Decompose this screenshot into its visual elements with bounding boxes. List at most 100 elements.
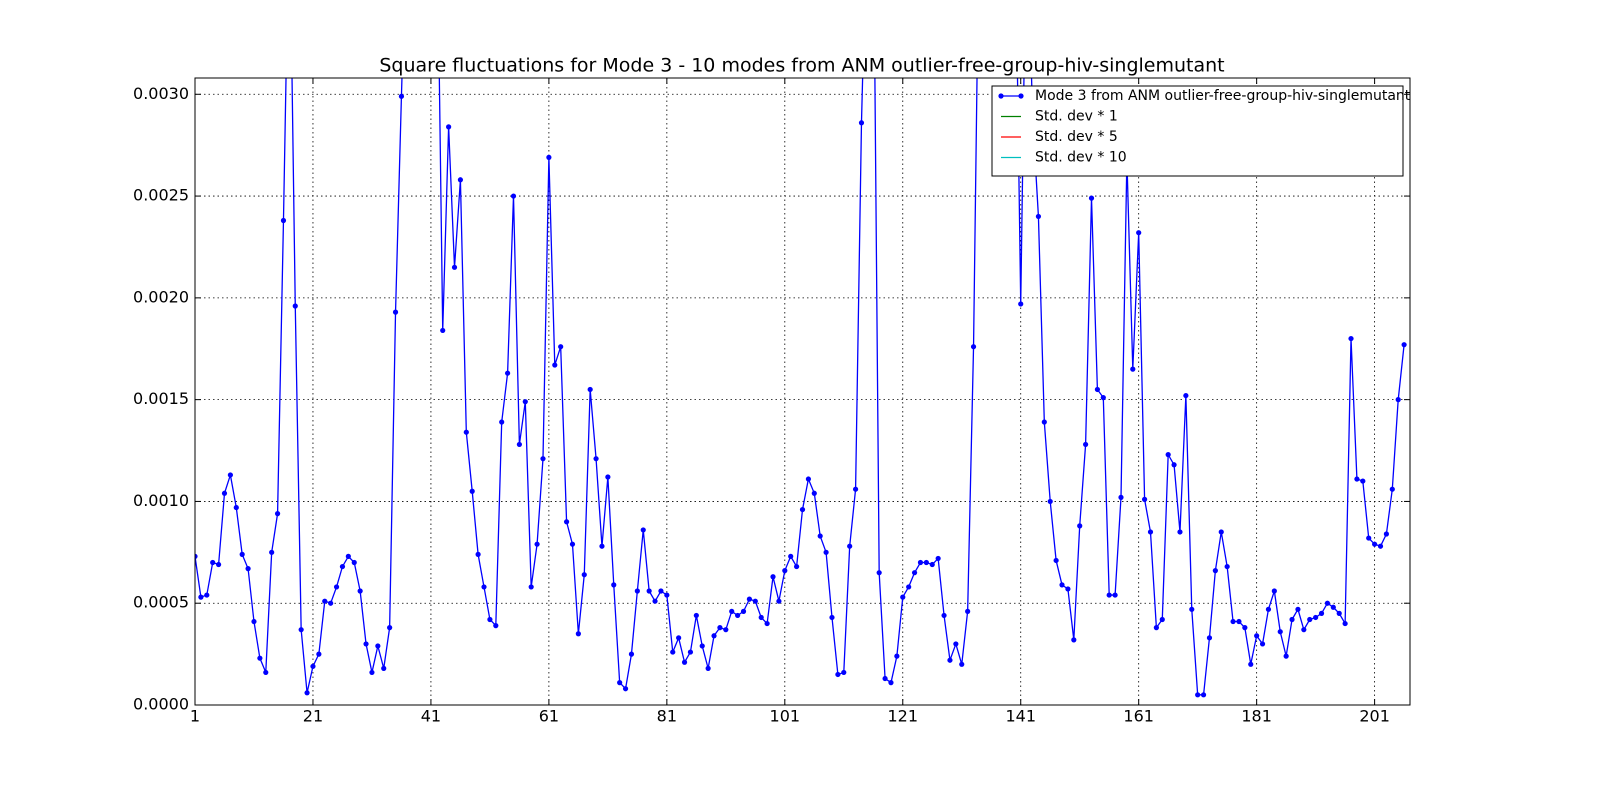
- data-point: [794, 563, 800, 570]
- data-point: [1088, 195, 1095, 201]
- data-point: [611, 582, 617, 588]
- data-point: [876, 570, 882, 576]
- x-tick-label: 101: [770, 707, 801, 726]
- y-tick-label: 0.0025: [133, 186, 189, 205]
- y-tick-label: 0.0030: [133, 84, 189, 103]
- data-point: [357, 588, 363, 594]
- data-point: [658, 588, 664, 594]
- data-point: [829, 614, 835, 621]
- data-point: [440, 327, 446, 334]
- data-point: [882, 675, 888, 682]
- legend-box: [991, 85, 1404, 177]
- y-tick-label: 0.0020: [133, 287, 189, 306]
- data-point: [782, 568, 788, 574]
- data-point: [729, 608, 735, 614]
- data-point: [1106, 592, 1112, 598]
- data-point: [381, 665, 387, 671]
- data-point: [1366, 535, 1372, 541]
- data-point: [1372, 541, 1378, 547]
- data-point: [1130, 366, 1136, 372]
- data-point: [1324, 600, 1331, 606]
- data-point: [1136, 230, 1142, 236]
- data-point: [947, 657, 953, 663]
- data-point: [227, 472, 233, 478]
- legend-marker: [1018, 93, 1024, 99]
- data-point: [387, 625, 393, 631]
- data-point: [552, 362, 558, 368]
- data-point: [941, 612, 947, 619]
- data-point: [917, 559, 924, 566]
- data-point: [221, 490, 228, 496]
- data-point: [1212, 568, 1218, 574]
- data-point: [316, 651, 322, 657]
- x-tick-label: 121: [887, 707, 918, 726]
- data-point: [1059, 582, 1065, 588]
- data-point: [239, 551, 245, 557]
- data-point: [351, 559, 357, 566]
- data-point: [569, 541, 576, 547]
- data-point: [1100, 395, 1106, 401]
- data-point: [1348, 335, 1354, 342]
- data-point: [257, 655, 263, 661]
- data-point: [817, 533, 823, 539]
- data-point: [1094, 386, 1101, 393]
- data-point: [605, 474, 611, 480]
- data-point: [935, 555, 941, 562]
- data-point: [251, 618, 257, 625]
- data-point: [1318, 610, 1325, 616]
- data-point: [1218, 529, 1224, 535]
- data-point: [1336, 610, 1342, 616]
- data-point: [540, 456, 546, 462]
- data-point: [204, 592, 210, 598]
- data-point: [852, 486, 859, 492]
- data-point: [581, 572, 587, 578]
- data-point: [304, 690, 310, 696]
- data-point: [245, 566, 251, 572]
- data-point: [587, 386, 593, 393]
- data-point: [1230, 618, 1236, 625]
- data-point: [723, 627, 729, 633]
- data-point: [717, 625, 723, 631]
- data-point: [298, 627, 304, 633]
- data-point: [711, 633, 717, 639]
- data-point: [1313, 614, 1319, 621]
- data-point: [457, 177, 464, 183]
- data-point: [1254, 633, 1260, 639]
- data-point: [1195, 692, 1201, 698]
- data-point: [593, 456, 599, 462]
- data-point: [1277, 629, 1283, 635]
- data-point: [1177, 529, 1183, 535]
- data-point: [841, 669, 847, 676]
- data-point: [740, 608, 747, 614]
- legend-label: Std. dev * 10: [1035, 150, 1127, 166]
- data-point: [481, 584, 487, 590]
- data-point: [1271, 588, 1277, 594]
- data-point: [929, 561, 935, 568]
- data-point: [764, 620, 770, 627]
- data-point: [475, 551, 481, 557]
- data-point: [622, 686, 629, 692]
- data-point: [274, 511, 281, 517]
- data-point: [959, 661, 965, 667]
- data-point: [911, 570, 918, 576]
- data-point: [493, 623, 499, 629]
- data-point: [1118, 494, 1124, 500]
- legend-marker: [998, 93, 1004, 99]
- data-point: [811, 490, 817, 496]
- data-point: [328, 600, 334, 606]
- data-point: [1342, 620, 1348, 627]
- data-point: [375, 643, 381, 649]
- data-point: [1377, 543, 1384, 549]
- y-tick-label: 0.0005: [133, 593, 189, 612]
- data-point: [858, 120, 865, 126]
- data-point: [558, 344, 564, 350]
- data-point: [646, 588, 652, 594]
- data-point: [664, 592, 670, 598]
- data-point: [487, 616, 493, 623]
- data-point: [1071, 637, 1077, 643]
- data-point: [970, 344, 977, 350]
- data-point: [1389, 486, 1395, 492]
- data-point: [906, 584, 912, 590]
- data-point: [504, 370, 511, 376]
- data-point: [392, 309, 399, 315]
